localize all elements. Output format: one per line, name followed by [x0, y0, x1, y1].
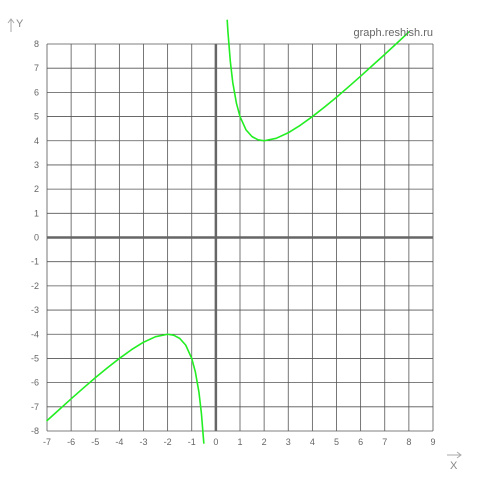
axes [47, 44, 433, 431]
x-axis-label: X [450, 460, 458, 472]
x-tick-label: 4 [310, 437, 315, 447]
y-tick-label: -2 [31, 281, 39, 291]
x-tick-label: 8 [406, 437, 411, 447]
x-tick-label: 3 [286, 437, 291, 447]
site-watermark: graph.reshish.ru [354, 27, 434, 39]
x-tick-label: 5 [334, 437, 339, 447]
y-tick-label: 2 [34, 184, 39, 194]
y-tick-label: -7 [31, 402, 39, 412]
x-axis-arrow-icon [447, 451, 462, 459]
y-tick-label: 7 [34, 63, 39, 73]
y-tick-label: 4 [34, 136, 39, 146]
y-axis-label: Y [16, 18, 24, 30]
series-group [46, 19, 410, 444]
tick-labels: -7 -6 -5 -4 -3 -2 -1 0 1 2 3 4 5 6 7 8 9 -8 -7 -6 -5 -4 -3 -2 -1… [31, 39, 436, 447]
x-tick-label: 0 [213, 437, 218, 447]
y-tick-label: -4 [31, 329, 39, 339]
y-tick-label: -3 [31, 305, 39, 315]
x-tick-label: 7 [382, 437, 387, 447]
x-tick-label: 2 [262, 437, 267, 447]
x-tick-label: 6 [358, 437, 363, 447]
series-curve-1 [46, 333, 205, 444]
x-tick-label: -2 [164, 437, 172, 447]
x-tick-label: -6 [67, 437, 75, 447]
y-tick-label: -8 [31, 426, 39, 436]
y-tick-label: -1 [31, 257, 39, 267]
x-tick-label: -4 [115, 437, 123, 447]
x-tick-label: -7 [43, 437, 51, 447]
x-tick-label: 1 [237, 437, 242, 447]
y-tick-label: 0 [34, 233, 39, 243]
y-tick-label: -5 [31, 353, 39, 363]
x-tick-label: 9 [430, 437, 435, 447]
y-tick-label: 1 [34, 208, 39, 218]
y-tick-label: 5 [34, 112, 39, 122]
x-tick-label: -1 [188, 437, 196, 447]
x-tick-label: -5 [91, 437, 99, 447]
y-tick-label: 3 [34, 160, 39, 170]
x-tick-label: -3 [139, 437, 147, 447]
y-tick-label: 8 [34, 39, 39, 49]
series-curve-2 [226, 19, 410, 142]
y-axis-arrow-icon [7, 18, 15, 32]
y-tick-label: 6 [34, 87, 39, 97]
y-tick-label: -6 [31, 378, 39, 388]
